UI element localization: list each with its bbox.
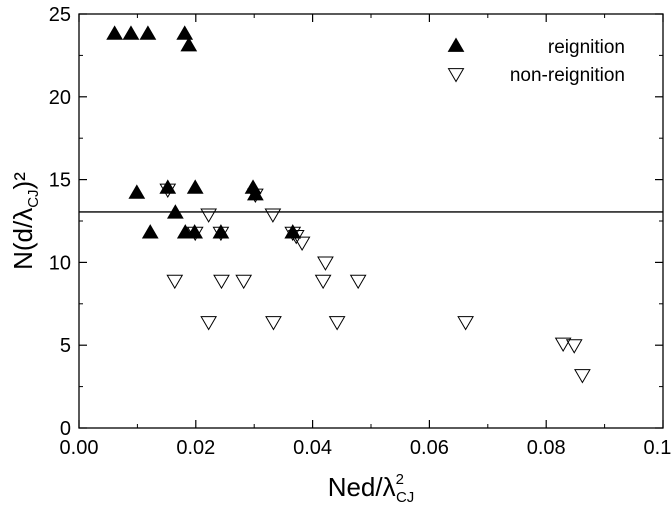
non-reignition-point (349, 274, 367, 290)
data-marks (106, 25, 591, 384)
y-axis-title: N(d/λCJ)² (8, 172, 42, 270)
non-reignition-point (554, 337, 572, 353)
non-reignition-point (166, 274, 184, 290)
x-tick-label: 0.10 (644, 437, 672, 459)
non-reignition-point (200, 208, 218, 223)
y-tick-label: 5 (60, 335, 71, 357)
reignition-point (176, 25, 194, 40)
axis-ticks: 0.00 0.02 0.04 0.06 0.08 0.10 0 5 10 15 20 25 (49, 4, 672, 459)
x-axis-title-sup: 2 (396, 471, 404, 488)
non-reignition-point (293, 236, 311, 252)
legend-label: non-reignition (510, 65, 625, 86)
reignition-point (186, 179, 204, 194)
reignition-point (166, 204, 184, 219)
non-reignition-point (200, 316, 218, 331)
reignition-point (141, 224, 159, 239)
non-reignition-point (565, 339, 583, 354)
legend-label: reignition (548, 37, 625, 58)
legend-marker (447, 68, 465, 83)
legend-marker (447, 37, 465, 52)
non-reignition-point (235, 274, 253, 290)
reignition-point (186, 224, 204, 239)
reignition-point (159, 179, 177, 194)
y-tick-label: 25 (49, 4, 71, 26)
y-tick-label: 15 (49, 170, 71, 192)
x-tick-label: 0.06 (410, 437, 449, 459)
legend: reignition non-reignition (447, 37, 625, 86)
x-tick-label: 0.02 (176, 437, 215, 459)
y-tick-label: 0 (60, 418, 71, 440)
reignition-point (246, 186, 264, 201)
reignition-point (212, 224, 230, 239)
x-axis-title: Ned/λ2 CJ (328, 471, 415, 506)
non-reignition-point (314, 274, 332, 290)
y-axis-title-end: )² (8, 172, 38, 190)
x-tick-label: 0.00 (60, 437, 99, 459)
x-axis-title-sub: CJ (396, 489, 414, 506)
non-reignition-point (457, 316, 474, 331)
reignition-point (122, 25, 140, 40)
reignition-point (284, 224, 302, 239)
y-axis-title-sub: CJ (25, 189, 42, 207)
reignition-point (128, 184, 146, 199)
y-axis-title-text: N(d/λ (8, 208, 38, 270)
reignition-point (180, 36, 198, 52)
x-tick-label: 0.08 (527, 437, 566, 459)
non-reignition-point (213, 274, 230, 290)
reignition-point (139, 25, 157, 40)
y-tick-label: 20 (49, 87, 71, 109)
y-tick-label: 10 (49, 252, 71, 274)
reignition-point (106, 25, 123, 40)
non-reignition-point (328, 316, 346, 331)
non-reignition-point (265, 316, 282, 331)
non-reignition-point (264, 208, 282, 223)
non-reignition-point (317, 256, 334, 271)
x-axis-title-text: Ned/λ (328, 472, 396, 502)
non-reignition-point (574, 369, 591, 384)
x-tick-label: 0.04 (293, 437, 332, 459)
